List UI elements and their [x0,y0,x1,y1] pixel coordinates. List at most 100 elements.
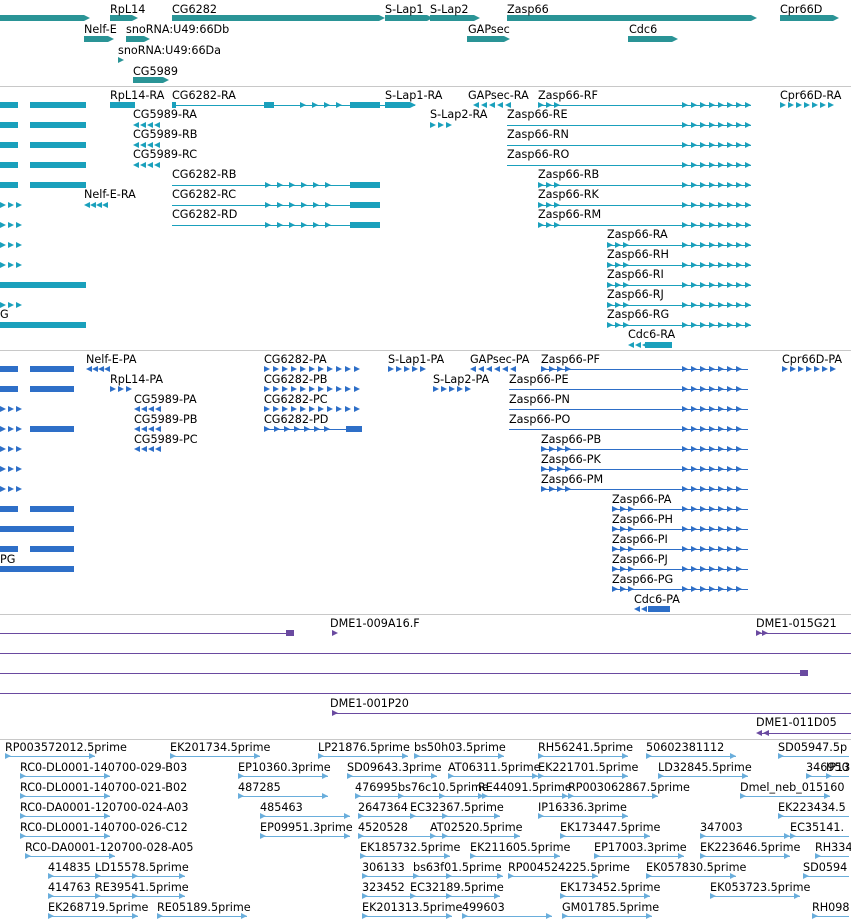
exon-block[interactable] [0,102,18,108]
cds-feature-label[interactable]: Zasp66-PO [509,413,571,426]
ests-feature-label[interactable]: EP17003.3prime [594,841,687,854]
cds-feature-label[interactable]: S-Lap2-PA [433,373,490,386]
exon-block[interactable] [0,142,18,148]
ests-feature-label[interactable]: AT02520.5prime [430,821,523,834]
ests-feature-label[interactable]: RH334 [815,841,851,854]
ests-feature-label[interactable]: EP09951.3prime [260,821,353,834]
ests-feature-label[interactable]: AT06311.5prime [448,761,541,774]
exon-block[interactable] [30,546,74,552]
genes-feature-label[interactable]: snoRNA:U49:66Da [118,44,222,57]
ests-feature-label[interactable]: RP003062867.5prime [568,781,690,794]
ests-feature-label[interactable]: 323452 [362,881,405,894]
gene-bar[interactable] [172,15,379,21]
ests-feature-label[interactable]: RC0-DL0001-140700-026-C12 [20,821,188,834]
genes-feature-label[interactable]: GAPsec [468,23,510,36]
genes-feature-label[interactable]: RpL14 [110,3,146,16]
ests-feature-label[interactable]: RH098 [812,901,850,914]
gene-bar[interactable] [110,15,132,21]
genes-feature-label[interactable]: snoRNA:U49:66Db [126,23,230,36]
ests-feature-label[interactable]: 414763 [48,881,91,894]
exon-block[interactable] [30,426,74,432]
ests-feature-label[interactable]: RC0-DL0001-140700-021-B02 [20,781,188,794]
exon-block[interactable] [350,202,380,208]
ests-feature-label[interactable]: bs63f01.5prime [413,861,502,874]
exon-block[interactable] [346,426,362,432]
clones-feature-label[interactable]: DME1-001P20 [330,697,409,710]
mrnas-feature-label[interactable]: Zasp66-RH [607,248,669,261]
exon-block[interactable] [350,182,380,188]
genes-feature-label[interactable]: S-Lap2 [430,3,469,16]
ests-feature-label[interactable]: 347003 [700,821,743,834]
exon-block[interactable] [30,102,86,108]
exon-block[interactable] [0,506,18,512]
mrnas-feature-label[interactable]: Zasp66-RI [607,268,664,281]
cds-feature-label[interactable]: CG5989-PA [134,393,197,406]
cds-feature-label[interactable]: Zasp66-PN [509,393,570,406]
exon-block[interactable] [30,142,86,148]
exon-block[interactable] [30,162,86,168]
ests-feature-label[interactable]: EK201734.5prime [170,741,271,754]
ests-feature-label[interactable]: RC0-DA0001-120700-028-A05 [25,841,194,854]
exon-block[interactable] [30,182,86,188]
mrnas-feature-label[interactable]: G [0,308,9,321]
genes-feature-label[interactable]: CG6282 [172,3,217,16]
exon-block[interactable] [30,386,74,392]
mrnas-feature-label[interactable]: S-Lap1-RA [385,89,443,102]
mrnas-feature-label[interactable]: Zasp66-RJ [607,288,664,301]
ests-feature-label[interactable]: RE05189.5prime [157,901,251,914]
cds-feature-label[interactable]: RpL14-PA [110,373,164,386]
exon-block[interactable] [0,322,86,328]
exon-block[interactable] [286,630,294,636]
genes-feature-label[interactable]: S-Lap1 [385,3,424,16]
ests-feature-label[interactable]: EK221701.5prime [538,761,639,774]
ests-feature-label[interactable]: Dmel_neb_015160 [740,781,845,794]
ests-feature-label[interactable]: 346950 [806,761,849,774]
exon-block[interactable] [0,122,18,128]
mrnas-feature-label[interactable]: GAPsec-RA [468,89,529,102]
ests-feature-label[interactable]: RP004524225.5prime [508,861,630,874]
mrnas-feature-label[interactable]: CG6282-RA [172,89,236,102]
ests-feature-label[interactable]: 4520528 [358,821,408,834]
mrnas-feature-label[interactable]: Zasp66-RB [538,168,600,181]
exon-block[interactable] [30,506,74,512]
ests-feature-label[interactable]: GM01785.5prime [562,901,660,914]
cds-feature-label[interactable]: CG5989-PB [134,413,198,426]
cds-feature-label[interactable]: Cdc6-PA [634,593,680,606]
ests-feature-label[interactable]: EK201313.5prime [362,901,463,914]
exon-block[interactable] [0,526,74,532]
exon-block[interactable] [172,102,176,108]
exon-block[interactable] [0,366,18,372]
ests-feature-label[interactable]: EK173447.5prime [560,821,661,834]
mrnas-feature-label[interactable]: Zasp66-RN [507,128,569,141]
ests-feature-label[interactable]: EK053723.5prime [710,881,811,894]
ests-feature-label[interactable]: RC0-DL0001-140700-029-B03 [20,761,188,774]
exon-block[interactable] [0,566,74,572]
mrnas-feature-label[interactable]: Zasp66-RF [538,89,598,102]
ests-feature-label[interactable]: RH56241.5prime [538,741,634,754]
cds-feature-label[interactable]: CG6282-PC [264,393,328,406]
ests-feature-label[interactable]: IP16336.3prime [538,801,627,814]
cds-feature-label[interactable]: CG6282-PB [264,373,328,386]
cds-feature-label[interactable]: S-Lap1-PA [388,353,445,366]
gene-bar[interactable] [507,15,751,21]
cds-feature-label[interactable]: PG [0,553,16,566]
genes-feature-label[interactable]: Cpr66D [780,3,823,16]
cds-feature-label[interactable]: Zasp66-PM [541,473,604,486]
ests-feature-label[interactable]: 476995 [355,781,398,794]
gene-bar[interactable] [780,15,833,21]
gene-bar[interactable] [126,36,144,42]
mrnas-feature-label[interactable]: CG6282-RC [172,188,237,201]
ests-feature-label[interactable]: LD15578.5prime [95,861,189,874]
cds-feature-label[interactable]: Nelf-E-PA [86,353,137,366]
exon-block[interactable] [800,670,808,676]
mrnas-feature-label[interactable]: Zasp66-RE [507,108,568,121]
mrnas-feature-label[interactable]: Zasp66-RM [538,208,602,221]
gene-bar[interactable] [0,15,84,21]
ests-feature-label[interactable]: 499603 [462,901,505,914]
mrnas-feature-label[interactable]: CG5989-RB [133,128,198,141]
ests-feature-label[interactable]: SD0594 [803,861,848,874]
cds-feature-label[interactable]: Zasp66-PK [541,453,601,466]
exon-block[interactable] [645,342,672,348]
cds-feature-label[interactable]: Zasp66-PJ [612,553,668,566]
ests-feature-label[interactable]: EK223434.5 [778,801,846,814]
